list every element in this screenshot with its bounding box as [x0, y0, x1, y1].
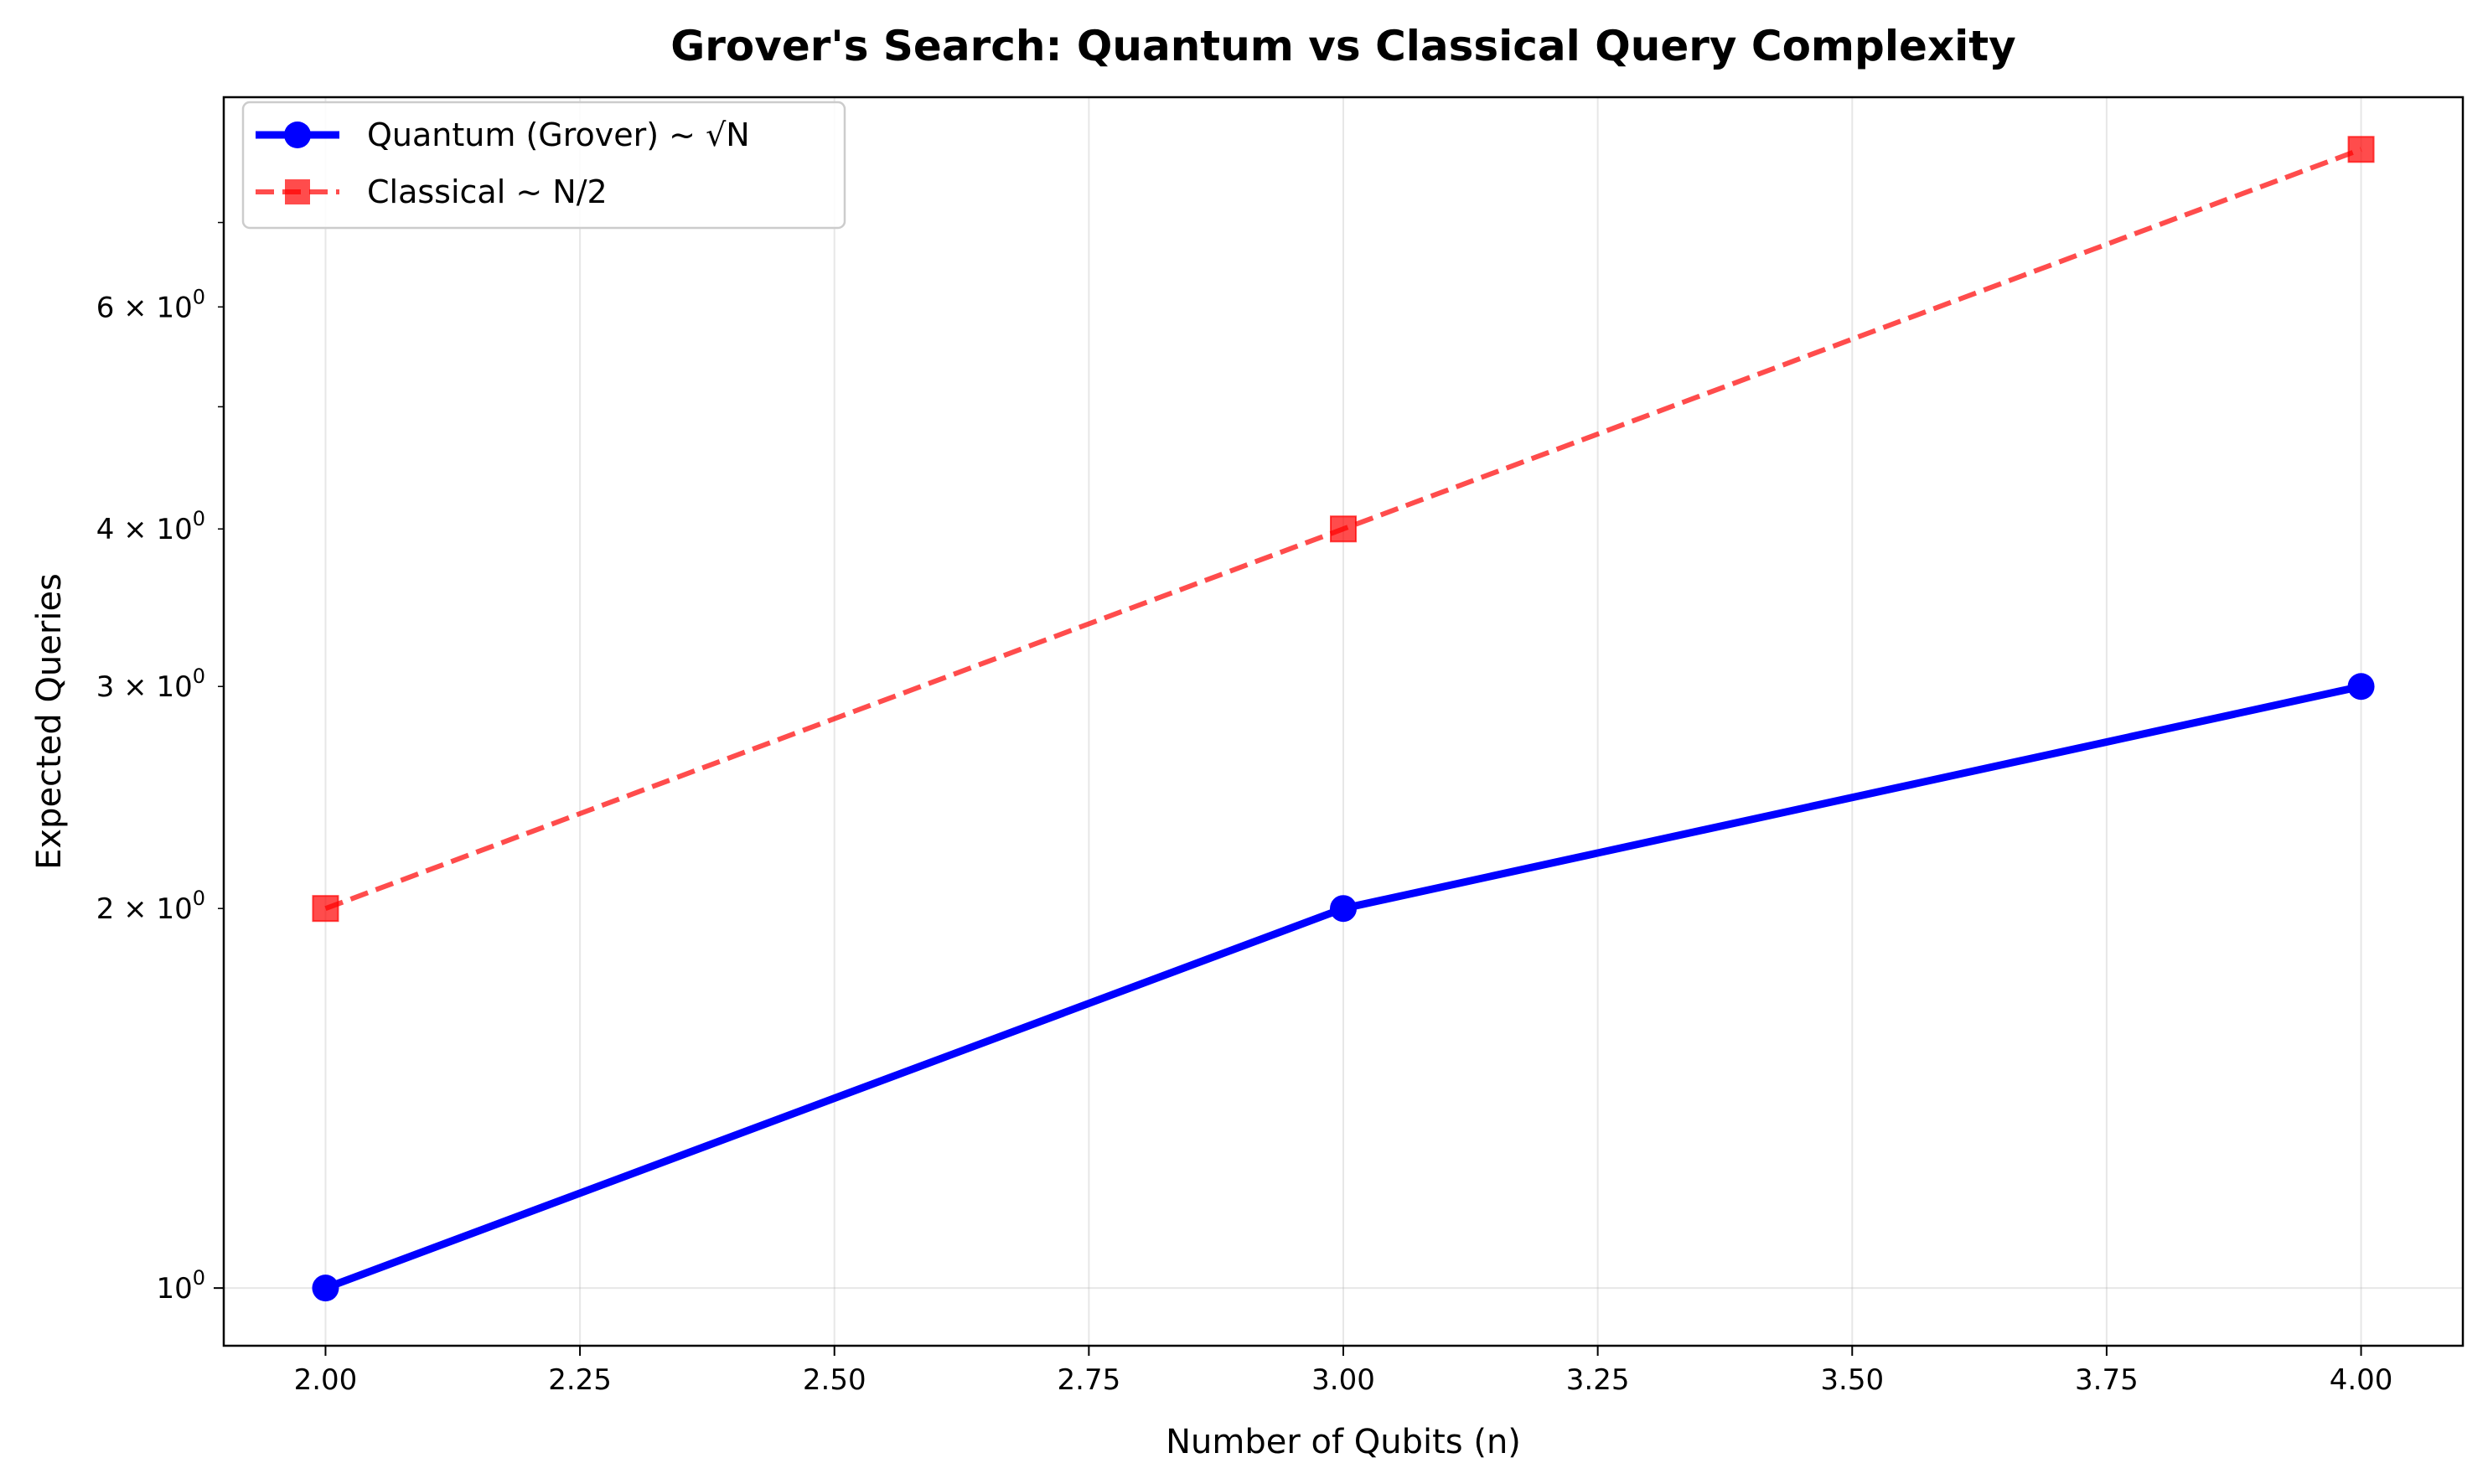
series-layer [312, 136, 2375, 1302]
legend-frame [241, 101, 846, 230]
chart-title: Grover's Search: Quantum vs Classical Qu… [670, 22, 2016, 70]
legend-label: Quantum (Grover) ~ √N [367, 116, 750, 153]
data-point-classical [312, 895, 339, 923]
x-tick-label: 2.25 [548, 1363, 612, 1397]
data-point-classical [2347, 136, 2375, 163]
x-axis-label: Number of Qubits (n) [1166, 1423, 1521, 1461]
legend-marker-square [285, 179, 310, 204]
y-tick-label: 100 [156, 1266, 205, 1306]
x-tick-label: 3.25 [1566, 1363, 1630, 1397]
x-tick-label: 4.00 [2330, 1363, 2393, 1397]
y-tick-label: 4 × 100 [96, 507, 205, 546]
y-tick-label: 6 × 100 [96, 285, 205, 324]
x-tick-label: 3.75 [2075, 1363, 2139, 1397]
x-tick-label: 2.75 [1058, 1363, 1121, 1397]
legend-label: Classical ~ N/2 [367, 173, 608, 210]
y-tick-label: 3 × 100 [96, 664, 205, 704]
data-point-classical [1330, 515, 1357, 543]
grid [224, 97, 2463, 1346]
x-axis: 2.00 2.25 2.50 2.75 3.00 3.25 3.50 3.75 4.00 [294, 1346, 2393, 1397]
x-tick-label: 2.50 [803, 1363, 866, 1397]
data-point-quantum [312, 1275, 339, 1302]
y-axis: 100 2 × 100 3 × 100 4 × 100 6 × 100 [96, 221, 224, 1306]
y-tick-label: 2 × 100 [96, 887, 205, 926]
legend: Quantum (Grover) ~ √N Classical ~ N/2 [241, 101, 846, 230]
y-axis-label: Expected Queries [30, 573, 69, 870]
x-tick-label: 3.00 [1311, 1363, 1375, 1397]
legend-marker-circle [284, 122, 311, 148]
data-point-quantum [2347, 673, 2375, 701]
x-tick-label: 2.00 [294, 1363, 358, 1397]
data-point-quantum [1330, 895, 1357, 923]
x-tick-label: 3.50 [1820, 1363, 1884, 1397]
